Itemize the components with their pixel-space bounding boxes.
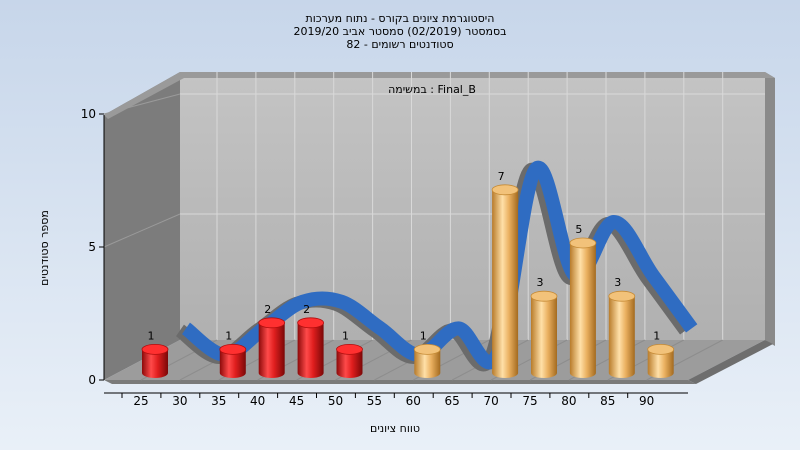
- x-tick-label: 90: [639, 394, 654, 408]
- bar: [530, 290, 558, 378]
- bar: [608, 290, 636, 378]
- bar-body: [297, 322, 324, 378]
- bar-value-label: 2: [264, 303, 271, 316]
- bar: [413, 343, 441, 378]
- ribbon-line: [181, 160, 698, 370]
- annotation-label: במשימה : Final_B: [388, 83, 476, 96]
- bar-top: [258, 317, 286, 329]
- x-tick-label: 30: [172, 394, 187, 408]
- bar-value-label: 3: [614, 276, 621, 289]
- x-tick-label: 45: [289, 394, 304, 408]
- wall-gridline: [103, 213, 181, 248]
- x-tick-label: 85: [600, 394, 615, 408]
- bar-top: [297, 317, 325, 329]
- x-tick-label: 25: [133, 394, 148, 408]
- bar-top: [413, 343, 441, 355]
- bar-body: [414, 349, 441, 378]
- bar-value-label: 1: [225, 329, 232, 342]
- bar-top: [336, 343, 363, 355]
- wall-gridline: [103, 93, 181, 115]
- top-edge: [104, 72, 775, 119]
- bar-body: [492, 189, 519, 378]
- x-tick-label: 60: [406, 394, 421, 408]
- bar-top: [569, 237, 597, 249]
- x-tick-label: 40: [250, 394, 265, 408]
- bar-value-label: 2: [303, 303, 310, 316]
- bar: [647, 343, 675, 378]
- title-line-1: היסטוגרמת ציונים בקורס - נתוח מערכות: [306, 12, 495, 25]
- left-wall: [104, 72, 180, 380]
- y-axis-label: מספר סטודנטים: [38, 210, 51, 286]
- bar-layer: [141, 184, 675, 378]
- bar-value-label: 3: [537, 276, 544, 289]
- chart-title: היסטוגרמת ציונים בקורס - נתוח מערכות בסמ…: [293, 12, 506, 51]
- floor-edge: [104, 380, 696, 384]
- back-wall-edge: [765, 72, 775, 346]
- bar-body: [647, 349, 674, 378]
- y-tick-label: 10: [81, 107, 96, 121]
- x-tick-label: 80: [561, 394, 576, 408]
- bar-top: [141, 343, 169, 355]
- bar: [336, 343, 363, 378]
- bar: [297, 317, 325, 378]
- bar-top: [608, 290, 636, 302]
- y-tick-label: 0: [88, 373, 96, 387]
- title-line-2: בסמסטר (02/2019) סמסטר אביב 2019/20: [293, 25, 506, 38]
- bar-top: [219, 343, 247, 355]
- bar: [569, 237, 597, 378]
- bar-value-label: 1: [342, 329, 349, 342]
- bar: [141, 343, 169, 378]
- bar-value-label: 1: [420, 329, 427, 342]
- bar-value-label: 1: [148, 329, 155, 342]
- bar-top: [491, 184, 519, 196]
- x-tick-label: 35: [211, 394, 226, 408]
- floor-edge-right: [688, 340, 773, 384]
- bar: [219, 343, 247, 378]
- ribbon-layer: [175, 160, 698, 372]
- x-tick-label: 50: [328, 394, 343, 408]
- x-tick-label: 70: [483, 394, 498, 408]
- bar-value-label: 7: [498, 170, 505, 183]
- bar-body: [531, 296, 557, 378]
- bar: [258, 317, 286, 378]
- bar: [491, 184, 519, 378]
- bar-top: [647, 343, 675, 355]
- bar-body: [219, 349, 246, 378]
- bar-value-label: 5: [575, 223, 582, 236]
- bar-top: [530, 290, 558, 302]
- x-tick-label: 75: [522, 394, 537, 408]
- y-tick-label: 5: [88, 240, 96, 254]
- bar-body: [569, 243, 596, 378]
- bar-value-label: 1: [653, 329, 660, 342]
- x-tick-label: 65: [445, 394, 460, 408]
- bar-body: [336, 349, 363, 378]
- x-axis-label: טווח ציונים: [370, 422, 420, 435]
- bar-body: [608, 296, 635, 378]
- bar-body: [258, 322, 285, 378]
- x-tick-label: 55: [367, 394, 382, 408]
- bar-body: [142, 349, 168, 378]
- title-line-3: סטודנטים רשומים - 82: [346, 38, 453, 51]
